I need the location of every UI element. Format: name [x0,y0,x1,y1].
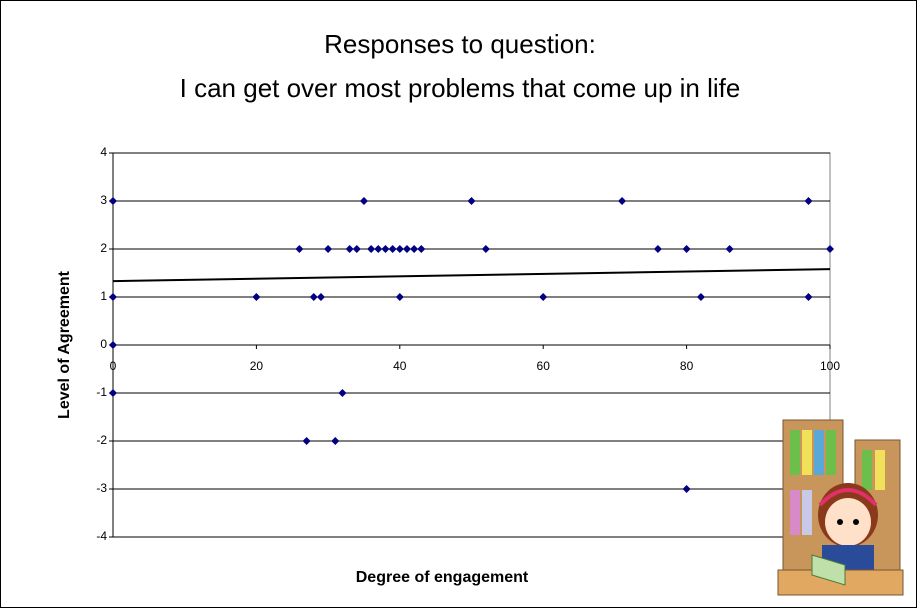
data-point [302,437,311,445]
data-point [402,245,411,253]
data-point [252,293,261,301]
open-book [811,554,846,586]
data-point [395,293,404,301]
data-point [539,293,548,301]
x-tick-label: 40 [393,359,407,373]
data-point [388,245,397,253]
data-point [653,245,662,253]
data-point [381,245,390,253]
data-point [374,245,383,253]
book [790,430,800,475]
y-tick-label: 2 [100,241,107,255]
data-point [467,197,476,205]
x-tick-label: 80 [680,359,694,373]
chart-title: I can get over most problems that come u… [180,73,741,103]
data-point [725,245,734,253]
data-point [696,293,705,301]
data-point [481,245,490,253]
y-tick-label: 4 [100,145,107,159]
y-tick-label: -2 [96,433,107,447]
data-point [109,341,117,349]
clipart [777,419,904,596]
y-tick-label: -1 [96,385,107,399]
data-point [109,293,117,301]
book [826,430,836,475]
x-tick-label: 60 [537,359,551,373]
data-point [367,245,376,253]
y-axis-label: Level of Agreement [56,270,73,419]
trendline [112,268,831,283]
data-point [804,293,813,301]
data-point [395,245,404,253]
book [862,450,872,490]
chart-title: Responses to question: [324,29,596,59]
data-point [309,293,318,301]
book [802,430,812,475]
data-point [316,293,325,301]
y-tick-label: 1 [100,289,107,303]
data-point [331,437,340,445]
data-point [417,245,426,253]
eye [837,519,843,525]
data-point [618,197,627,205]
data-point [682,485,691,493]
girl-face [825,498,871,546]
data-point [324,245,333,253]
book [790,490,800,535]
data-point [359,197,368,205]
data-point [345,245,354,253]
book [802,490,812,535]
data-point [804,197,813,205]
data-point [338,389,347,397]
data-point [109,389,117,397]
x-tick-label: 20 [250,359,264,373]
data-point [109,197,117,205]
x-tick-label: 100 [820,359,840,373]
x-axis-label: Degree of engagement [356,569,529,586]
data-point [295,245,304,253]
data-point [826,245,834,253]
y-tick-label: -3 [96,481,107,495]
x-tick-label: 0 [110,359,117,373]
book [814,430,824,475]
data-point [410,245,419,253]
data-point [682,245,691,253]
eye [853,519,859,525]
hairband [818,488,878,507]
y-tick-label: -4 [96,529,107,543]
data-point [352,245,361,253]
book [875,450,885,490]
y-tick-label: 0 [100,337,107,351]
y-tick-label: 3 [100,193,107,207]
